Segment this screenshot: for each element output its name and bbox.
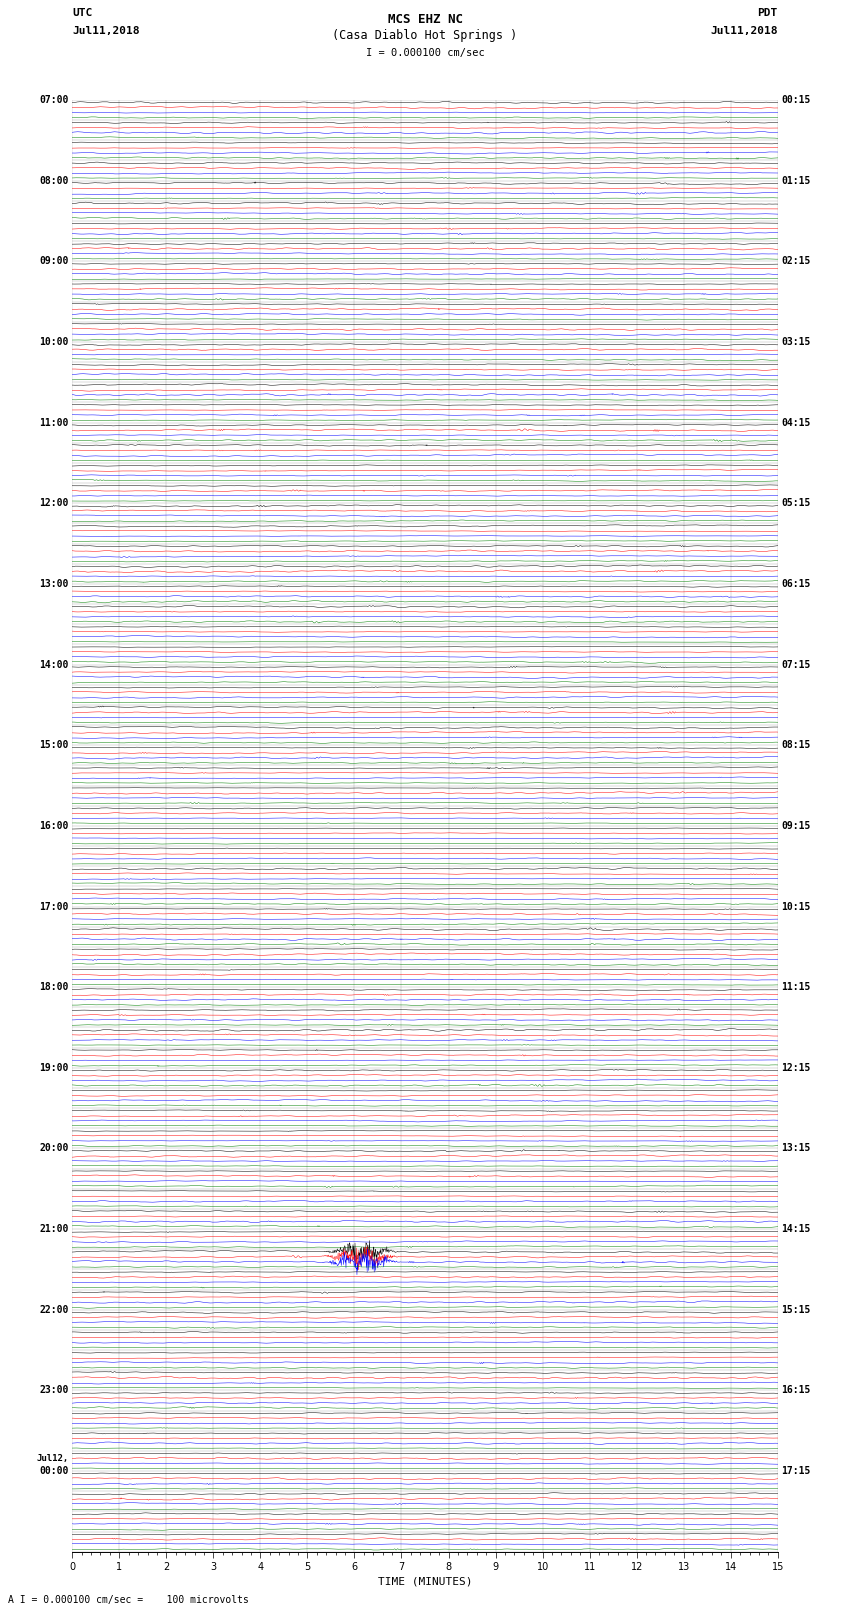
Text: 18:00: 18:00 (39, 982, 69, 992)
Text: 15:15: 15:15 (781, 1305, 811, 1315)
Text: 16:00: 16:00 (39, 821, 69, 831)
Text: 08:15: 08:15 (781, 740, 811, 750)
X-axis label: TIME (MINUTES): TIME (MINUTES) (377, 1576, 473, 1586)
Text: 07:15: 07:15 (781, 660, 811, 669)
Text: 02:15: 02:15 (781, 256, 811, 266)
Text: 20:00: 20:00 (39, 1144, 69, 1153)
Text: PDT: PDT (757, 8, 778, 18)
Text: 17:00: 17:00 (39, 902, 69, 911)
Text: 11:15: 11:15 (781, 982, 811, 992)
Text: 12:15: 12:15 (781, 1063, 811, 1073)
Text: I = 0.000100 cm/sec: I = 0.000100 cm/sec (366, 48, 484, 58)
Text: 21:00: 21:00 (39, 1224, 69, 1234)
Text: 09:00: 09:00 (39, 256, 69, 266)
Text: 03:15: 03:15 (781, 337, 811, 347)
Text: 10:00: 10:00 (39, 337, 69, 347)
Text: UTC: UTC (72, 8, 93, 18)
Text: 05:15: 05:15 (781, 498, 811, 508)
Text: 10:15: 10:15 (781, 902, 811, 911)
Text: 12:00: 12:00 (39, 498, 69, 508)
Text: 04:15: 04:15 (781, 418, 811, 427)
Text: (Casa Diablo Hot Springs ): (Casa Diablo Hot Springs ) (332, 29, 518, 42)
Text: 00:15: 00:15 (781, 95, 811, 105)
Text: MCS EHZ NC: MCS EHZ NC (388, 13, 462, 26)
Text: Jul11,2018: Jul11,2018 (72, 26, 139, 35)
Text: 19:00: 19:00 (39, 1063, 69, 1073)
Text: 08:00: 08:00 (39, 176, 69, 185)
Text: 11:00: 11:00 (39, 418, 69, 427)
Text: 16:15: 16:15 (781, 1386, 811, 1395)
Text: 00:00: 00:00 (39, 1466, 69, 1476)
Text: A I = 0.000100 cm/sec =    100 microvolts: A I = 0.000100 cm/sec = 100 microvolts (8, 1595, 249, 1605)
Text: 01:15: 01:15 (781, 176, 811, 185)
Text: 17:15: 17:15 (781, 1466, 811, 1476)
Text: Jul11,2018: Jul11,2018 (711, 26, 778, 35)
Text: 14:15: 14:15 (781, 1224, 811, 1234)
Text: 09:15: 09:15 (781, 821, 811, 831)
Text: 13:15: 13:15 (781, 1144, 811, 1153)
Text: 14:00: 14:00 (39, 660, 69, 669)
Text: 22:00: 22:00 (39, 1305, 69, 1315)
Text: 23:00: 23:00 (39, 1386, 69, 1395)
Text: 13:00: 13:00 (39, 579, 69, 589)
Text: 06:15: 06:15 (781, 579, 811, 589)
Text: 15:00: 15:00 (39, 740, 69, 750)
Text: 07:00: 07:00 (39, 95, 69, 105)
Text: Jul12,: Jul12, (37, 1455, 69, 1463)
